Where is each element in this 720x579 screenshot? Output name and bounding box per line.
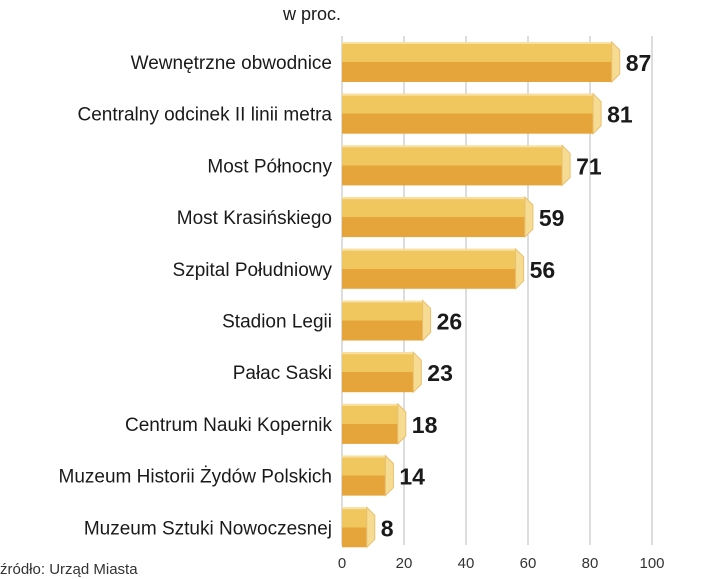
source-note: źródło: Urząd Miasta: [0, 561, 138, 578]
value-label: 56: [530, 257, 556, 283]
bar-cap: [592, 92, 602, 135]
bar: [342, 507, 367, 548]
bar: [342, 455, 386, 496]
bars: [342, 40, 621, 549]
value-label: 23: [427, 360, 453, 386]
category-label: Centrum Nauki Kopernik: [125, 415, 332, 436]
bar: [342, 145, 563, 186]
bar: [342, 93, 594, 134]
x-tick-label: 40: [458, 555, 475, 572]
value-label: 26: [437, 309, 463, 335]
value-label: 8: [381, 515, 394, 541]
bar: [342, 403, 398, 444]
x-tick-label: 100: [639, 555, 664, 572]
x-axis-ticks: 0 20 40 60 80 100: [338, 555, 665, 572]
category-label: Stadion Legii: [222, 312, 332, 333]
x-tick-label: 20: [396, 555, 413, 572]
bar-cap: [366, 506, 376, 549]
bar-cap: [384, 454, 394, 497]
value-label: 18: [412, 412, 438, 438]
value-label: 81: [607, 102, 633, 128]
value-label: 59: [539, 205, 565, 231]
bar-cap: [611, 40, 621, 84]
category-label: Szpital Południowy: [173, 260, 333, 281]
category-label: Pałac Saski: [233, 363, 332, 384]
category-label: Most Północny: [207, 156, 332, 177]
bar: [342, 248, 516, 289]
x-tick-label: 60: [520, 555, 537, 572]
bar: [342, 42, 612, 82]
value-label: 14: [399, 464, 425, 490]
bar-cap: [524, 195, 534, 239]
category-label: Most Krasińskiego: [177, 208, 332, 229]
category-label: Wewnętrzne obwodnice: [131, 53, 332, 74]
bar-cap: [561, 144, 571, 187]
x-tick-label: 80: [582, 555, 599, 572]
bar-cap: [515, 247, 525, 291]
bar: [342, 300, 423, 341]
category-label: Centralny odcinek II linii metra: [78, 105, 333, 126]
bar-cap: [397, 402, 407, 446]
bar-cap: [422, 299, 432, 342]
chart-subtitle: w proc.: [282, 4, 341, 24]
category-label: Muzeum Sztuki Nowoczesnej: [84, 518, 332, 539]
bar-cap: [412, 350, 422, 394]
value-label: 71: [576, 153, 602, 179]
x-tick-label: 0: [338, 555, 346, 572]
value-label: 87: [626, 50, 652, 76]
bar: [342, 197, 525, 238]
category-labels: Wewnętrzne obwodnice Centralny odcinek II…: [59, 53, 333, 539]
bar: [342, 352, 414, 393]
category-label: Muzeum Historii Żydów Polskich: [59, 467, 332, 488]
